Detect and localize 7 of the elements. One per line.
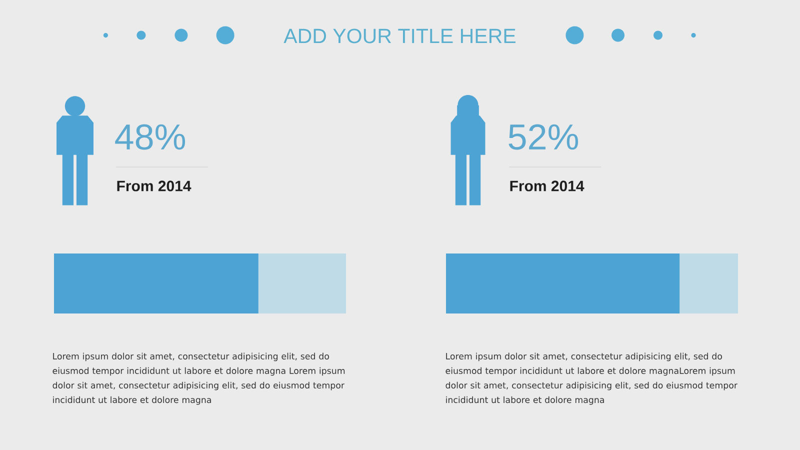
text: Lorem ipsum dolor sit amet, consectetur adipisicing elit, sed do eiusmod tempor incididunt ut labore et dolore magnaLorem ipsum dolor sit amet, consectetur adipisicing elit, sed do eiusmod tempor incididunt ut labore et dolore magna [446, 352, 738, 405]
chart-subtitle: From 2014 [117, 180, 192, 192]
text: 48% [115, 124, 186, 150]
text: 52% [508, 124, 578, 150]
chart-subtitle: From 2014 [510, 180, 584, 192]
text: ADD YOUR TITLE HERE [284, 28, 516, 44]
text: Lorem ipsum dolor sit amet, consectetur adipisicing elit, sed do eiusmod tempor incididunt ut labore et dolore magna Lorem ipsum dolor sit amet, consectetur adipisicing elit, sed do eiusmod tempor incididunt ut labore et dolore magna [52, 352, 345, 405]
